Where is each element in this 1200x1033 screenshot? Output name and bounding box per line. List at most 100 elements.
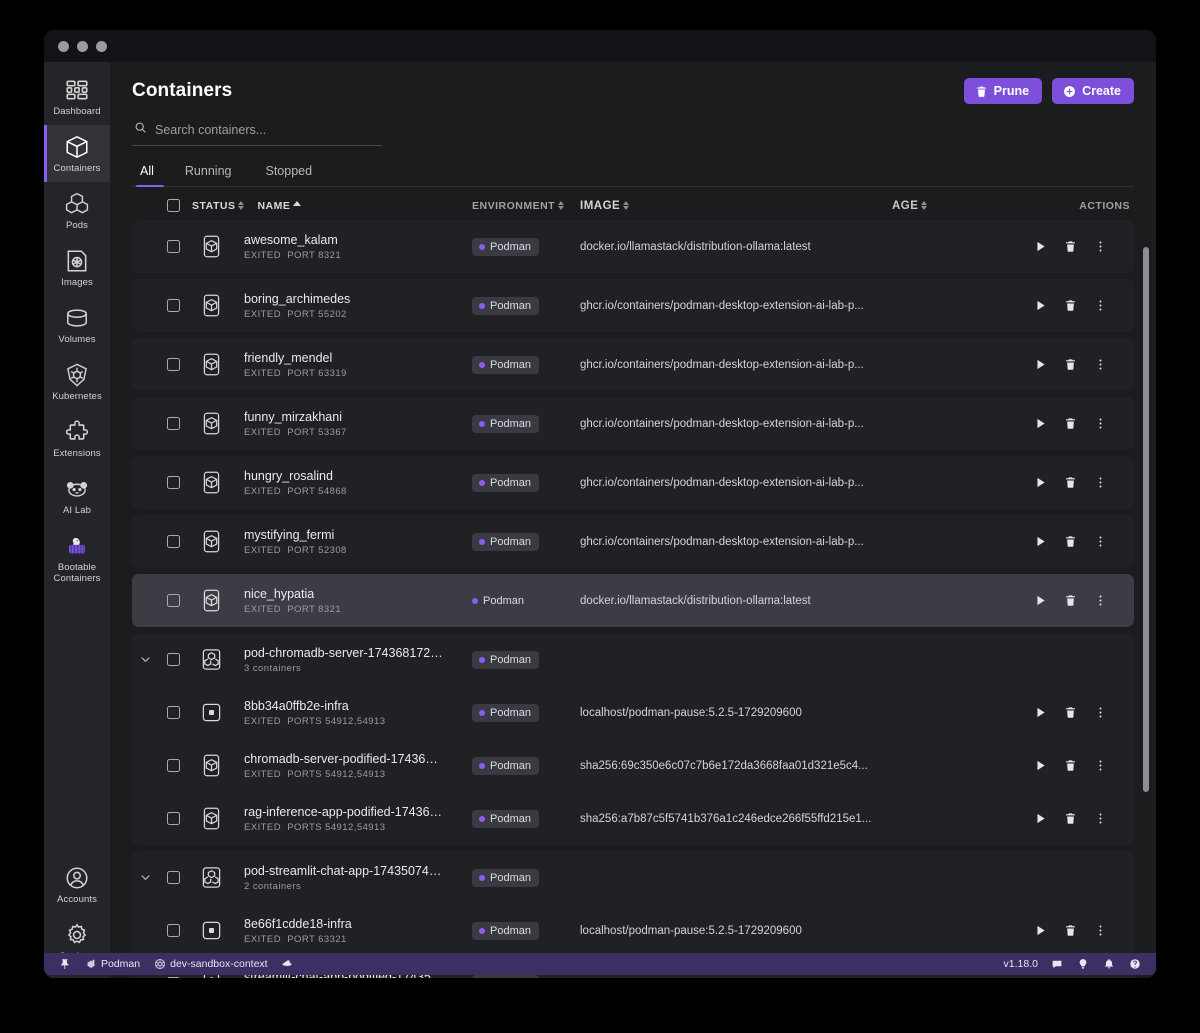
start-button[interactable] [1034, 535, 1047, 548]
status-tips-button[interactable] [1070, 953, 1096, 975]
tab-stopped[interactable]: Stopped [265, 164, 313, 178]
start-button[interactable] [1034, 706, 1047, 719]
tab-all[interactable]: All [132, 158, 168, 187]
row-select-cell[interactable] [158, 417, 188, 430]
expand-toggle[interactable] [132, 871, 158, 884]
status-podman-provider[interactable]: Podman [78, 953, 147, 975]
delete-button[interactable] [1064, 924, 1077, 937]
start-button[interactable] [1034, 240, 1047, 253]
delete-button[interactable] [1064, 358, 1077, 371]
row-checkbox[interactable] [166, 653, 180, 666]
delete-button[interactable] [1064, 812, 1077, 825]
search-input[interactable] [155, 123, 380, 137]
row-checkbox[interactable] [166, 594, 180, 607]
sidebar-item-volumes[interactable]: Volumes [44, 296, 110, 353]
column-header-image[interactable]: IMAGE [580, 200, 630, 212]
row-checkbox[interactable] [166, 812, 180, 825]
scrollbar-thumb[interactable] [1143, 247, 1149, 792]
row-select-cell[interactable] [158, 706, 188, 719]
sidebar-item-accounts[interactable]: Accounts [44, 856, 110, 913]
table-row[interactable]: friendly_mendel EXITED PORT 63319 Podman… [132, 338, 1134, 391]
sidebar-item-extensions[interactable]: Extensions [44, 410, 110, 467]
delete-button[interactable] [1064, 535, 1077, 548]
column-header-age[interactable]: AGE [892, 200, 928, 212]
kebab-button[interactable] [1094, 535, 1107, 548]
start-button[interactable] [1034, 812, 1047, 825]
row-checkbox[interactable] [166, 924, 180, 937]
expand-toggle[interactable] [132, 653, 158, 666]
kebab-button[interactable] [1094, 299, 1107, 312]
delete-button[interactable] [1064, 759, 1077, 772]
start-button[interactable] [1034, 476, 1047, 489]
kebab-button[interactable] [1094, 977, 1107, 978]
delete-button[interactable] [1064, 240, 1077, 253]
sidebar-item-kubernetes[interactable]: Kubernetes [44, 353, 110, 410]
row-select-cell[interactable] [158, 812, 188, 825]
row-select-cell[interactable] [158, 594, 188, 607]
pod-group-row[interactable]: pod-chromadb-server-1743681726... 3 cont… [132, 633, 1134, 686]
sidebar-item-containers[interactable]: Containers [44, 125, 110, 182]
kebab-button[interactable] [1094, 812, 1107, 825]
status-pin-button[interactable] [52, 953, 78, 975]
row-select-cell[interactable] [158, 358, 188, 371]
sidebar-item-bootable-containers[interactable]: Bootable Containers [44, 524, 110, 592]
start-button[interactable] [1034, 977, 1047, 978]
close-button[interactable] [58, 40, 69, 52]
kebab-button[interactable] [1094, 240, 1107, 253]
status-notifications-button[interactable] [1096, 953, 1122, 975]
kebab-button[interactable] [1094, 417, 1107, 430]
status-help-button[interactable] [1122, 953, 1148, 975]
sidebar-item-ai-lab[interactable]: AI Lab [44, 467, 110, 524]
row-checkbox[interactable] [166, 977, 180, 978]
delete-button[interactable] [1064, 476, 1077, 489]
row-checkbox[interactable] [166, 417, 180, 430]
row-select-cell[interactable] [158, 653, 188, 666]
select-all-cell[interactable] [158, 199, 188, 212]
row-checkbox[interactable] [166, 759, 180, 772]
row-checkbox[interactable] [166, 299, 180, 312]
column-header-environment[interactable]: ENVIRONMENT [472, 200, 565, 212]
row-select-cell[interactable] [158, 535, 188, 548]
status-kube-context[interactable]: dev-sandbox-context [147, 953, 274, 975]
column-header-status[interactable]: STATUS [192, 200, 245, 212]
create-button[interactable]: Create [1052, 78, 1134, 104]
row-select-cell[interactable] [158, 977, 188, 978]
table-row[interactable]: hungry_rosalind EXITED PORT 54868 Podman… [132, 456, 1134, 509]
table-row[interactable]: funny_mirzakhani EXITED PORT 53367 Podma… [132, 397, 1134, 450]
delete-button[interactable] [1064, 706, 1077, 719]
select-all-checkbox[interactable] [166, 199, 180, 212]
tab-running[interactable]: Running [184, 164, 232, 178]
status-chat-button[interactable] [1044, 953, 1070, 975]
row-checkbox[interactable] [166, 706, 180, 719]
row-select-cell[interactable] [158, 924, 188, 937]
column-header-name[interactable]: NAME [257, 200, 302, 212]
delete-button[interactable] [1064, 299, 1077, 312]
table-row[interactable]: mystifying_fermi EXITED PORT 52308 Podma… [132, 515, 1134, 568]
kebab-button[interactable] [1094, 924, 1107, 937]
row-checkbox[interactable] [166, 240, 180, 253]
delete-button[interactable] [1064, 417, 1077, 430]
row-select-cell[interactable] [158, 476, 188, 489]
table-row[interactable]: boring_archimedes EXITED PORT 55202 Podm… [132, 279, 1134, 332]
sidebar-item-pods[interactable]: Pods [44, 182, 110, 239]
start-button[interactable] [1034, 924, 1047, 937]
kebab-button[interactable] [1094, 759, 1107, 772]
table-row[interactable]: awesome_kalam EXITED PORT 8321 Podman do… [132, 220, 1134, 273]
start-button[interactable] [1034, 594, 1047, 607]
delete-button[interactable] [1064, 594, 1077, 607]
kebab-button[interactable] [1094, 706, 1107, 719]
start-button[interactable] [1034, 759, 1047, 772]
row-checkbox[interactable] [166, 358, 180, 371]
start-button[interactable] [1034, 417, 1047, 430]
table-row[interactable]: rag-inference-app-podified-174368... EXI… [132, 792, 1134, 845]
row-checkbox[interactable] [166, 535, 180, 548]
start-button[interactable] [1034, 299, 1047, 312]
kebab-button[interactable] [1094, 476, 1107, 489]
kebab-button[interactable] [1094, 358, 1107, 371]
row-select-cell[interactable] [158, 240, 188, 253]
sidebar-item-images[interactable]: Images [44, 239, 110, 296]
minimize-button[interactable] [77, 40, 88, 52]
row-checkbox[interactable] [166, 871, 180, 884]
start-button[interactable] [1034, 358, 1047, 371]
containers-list[interactable]: awesome_kalam EXITED PORT 8321 Podman do… [110, 220, 1156, 978]
